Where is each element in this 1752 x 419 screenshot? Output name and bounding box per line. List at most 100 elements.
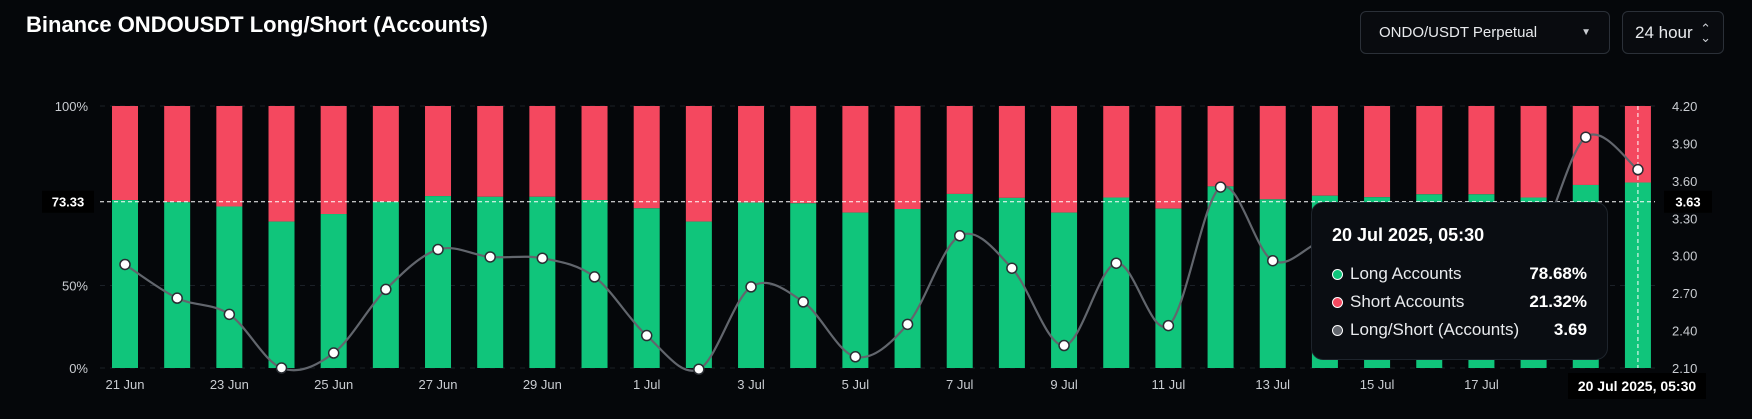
ratio-point (1162, 319, 1175, 332)
long-bar (216, 206, 243, 368)
axes: 100% 50% 0% 4.20 3.90 3.60 3.30 3.00 2.70 2.40 2.1… (55, 99, 1698, 392)
crosshair: 73.33 3.63 (42, 106, 1712, 368)
short-bar (1520, 106, 1547, 198)
ratio-point (953, 230, 966, 242)
short-bar (1103, 106, 1130, 198)
ratio-point (484, 251, 496, 263)
long-bar (164, 202, 191, 368)
long-bar (790, 203, 817, 368)
ratio-point (1006, 262, 1018, 274)
short-bar (1259, 106, 1286, 200)
tooltip-label: Long/Short (Accounts) (1350, 320, 1520, 339)
ratio-point (119, 258, 131, 271)
short-bar (894, 106, 921, 210)
right-axis-tick-label: 2.70 (1672, 286, 1697, 301)
period-select[interactable]: 24 hour ⌃ ⌄ (1622, 11, 1724, 54)
tooltip-value: 3.69 (1553, 320, 1587, 339)
ratio-point (901, 318, 914, 331)
short-bar (946, 106, 973, 194)
x-axis-tick-label: 15 Jul (1360, 377, 1395, 392)
tooltip-value: 21.32% (1529, 292, 1587, 311)
short-bar (112, 106, 138, 201)
short-bar (529, 106, 556, 197)
short-bar (1155, 106, 1182, 209)
ratio-point (223, 308, 236, 321)
ratio-point (1266, 254, 1279, 267)
right-axis-tick-label: 2.10 (1672, 361, 1697, 376)
long-bar (1103, 197, 1130, 368)
short-bar (998, 106, 1025, 198)
crosshair-x-label: 20 Jul 2025, 05:30 (1568, 373, 1706, 399)
short-bar (1207, 106, 1234, 187)
ratio-point (432, 243, 444, 256)
tooltip-title: 20 Jul 2025, 05:30 (1332, 225, 1485, 245)
long-dot-icon (1332, 268, 1343, 280)
ratio-point (640, 329, 653, 342)
ratio-point (693, 363, 705, 375)
market-select-value: ONDO/USDT Perpetual (1379, 24, 1538, 41)
long-bar (529, 196, 556, 368)
tooltip-label: Long Accounts (1350, 264, 1462, 283)
ratio-point (275, 362, 288, 374)
crosshair-left-box (42, 190, 94, 213)
left-axis-tick-label: 100% (55, 99, 89, 114)
x-axis-tick-label: 11 Jul (1152, 377, 1186, 392)
left-axis-tick-label: 50% (62, 278, 88, 293)
market-select[interactable]: ONDO/USDT Perpetual ▼ (1360, 11, 1610, 54)
short-bar (1416, 106, 1443, 195)
crosshair-left-value: 73.33 (52, 195, 85, 210)
long-bar (633, 208, 660, 368)
chevron-down-icon: ▼ (1581, 27, 1591, 38)
x-axis-tick-label: 5 Jul (842, 377, 870, 392)
right-axis-tick-label: 2.40 (1672, 324, 1697, 339)
x-axis-tick-label: 29 Jun (523, 377, 562, 392)
long-bar (1155, 208, 1182, 368)
short-bar (320, 106, 347, 215)
right-axis-tick-label: 3.60 (1672, 174, 1697, 189)
short-bar (581, 106, 608, 201)
short-bar (842, 106, 869, 213)
long-bar (320, 214, 347, 368)
left-axis-tick-label: 0% (69, 361, 88, 376)
ratio-point (327, 347, 340, 359)
x-axis-tick-label: 3 Jul (737, 377, 765, 392)
x-axis-tick-label: 1 Jul (633, 377, 661, 392)
tooltip-value: 78.68% (1529, 264, 1587, 283)
ratio-point (1058, 339, 1070, 352)
long-bar (894, 209, 921, 368)
page-title: Binance ONDOUSDT Long/Short (Accounts) (26, 12, 488, 37)
ratio-point (380, 283, 392, 296)
short-bar (738, 106, 765, 203)
tooltip-row-long: Long Accounts 78.68% (1332, 264, 1587, 284)
long-bar (946, 193, 973, 368)
short-bar (164, 106, 191, 203)
x-axis-tick-label: 25 Jun (314, 377, 353, 392)
crosshair-right-box (1664, 190, 1712, 213)
x-axis-tick-label: 27 Jun (418, 377, 457, 392)
short-bar (216, 106, 243, 207)
short-bar (685, 106, 712, 222)
ratio-point (745, 281, 757, 293)
ratio-point (1632, 163, 1644, 176)
x-axis-tick-label: 23 Jun (210, 377, 249, 392)
long-bar (998, 197, 1025, 368)
long-bar (112, 200, 138, 368)
ratio-point (1110, 257, 1122, 269)
ratio-dot-icon (1332, 324, 1343, 336)
short-bar (1364, 106, 1391, 198)
short-bar (1311, 106, 1338, 196)
ratio-point (849, 351, 862, 363)
tooltip: 20 Jul 2025, 05:30 Long Accounts 78.68% … (1311, 202, 1608, 360)
tooltip-row-short: Short Accounts 21.32% (1332, 292, 1587, 312)
x-axis-tick-label: 9 Jul (1050, 377, 1078, 392)
ratio-point (797, 296, 809, 308)
short-bar (1468, 106, 1495, 195)
long-bar (1259, 199, 1286, 368)
ratio-point (588, 271, 601, 283)
short-bar (372, 106, 399, 202)
right-axis-tick-label: 3.30 (1672, 211, 1697, 226)
long-bar (1207, 186, 1234, 368)
short-bar (790, 106, 817, 204)
right-axis-tick-label: 3.90 (1672, 136, 1697, 151)
short-dot-icon (1332, 296, 1343, 308)
